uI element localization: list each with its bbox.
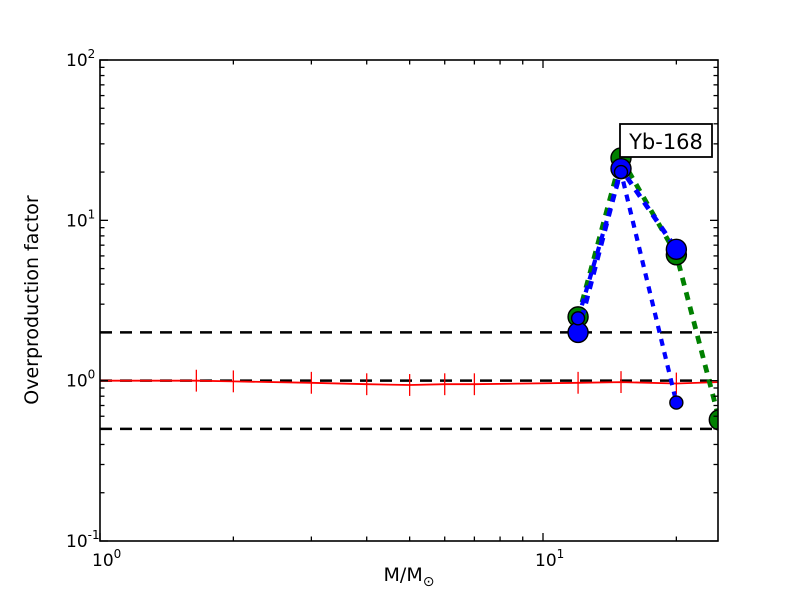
series-line-blue-model-small: [576, 163, 679, 404]
isotope-annotation: Yb-168: [619, 123, 713, 158]
marker-blue-model-small: [613, 164, 629, 180]
annotation-text: Yb-168: [628, 130, 703, 154]
reference-lines-layer: [100, 331, 718, 431]
tick-label: 102: [66, 47, 95, 71]
tick-label: 101: [66, 207, 95, 231]
tick-label: 100: [66, 368, 95, 392]
tick-label: 100: [92, 547, 121, 571]
marker-blue-model-small: [669, 395, 684, 410]
x-axis-label-main: M/M: [384, 564, 423, 586]
series-line-green-model: [575, 151, 718, 421]
annotation-box: [619, 123, 713, 158]
tick-label: 10-1: [66, 528, 100, 552]
tick-label: 101: [535, 547, 564, 571]
axes-frame-layer: [99, 59, 719, 542]
y-axis-label: Overproduction factor: [21, 195, 43, 405]
x-axis-label-subscript: ⊙: [423, 574, 435, 590]
marker-blue-model-small: [570, 311, 586, 326]
series-line-blue-model-large: [575, 163, 679, 334]
marker-green-model: [708, 409, 718, 431]
red-reference-line: [100, 379, 718, 386]
x-axis-label: M/M⊙: [384, 564, 435, 590]
series-layer: [567, 147, 718, 431]
marker-blue-model-large: [665, 238, 688, 260]
